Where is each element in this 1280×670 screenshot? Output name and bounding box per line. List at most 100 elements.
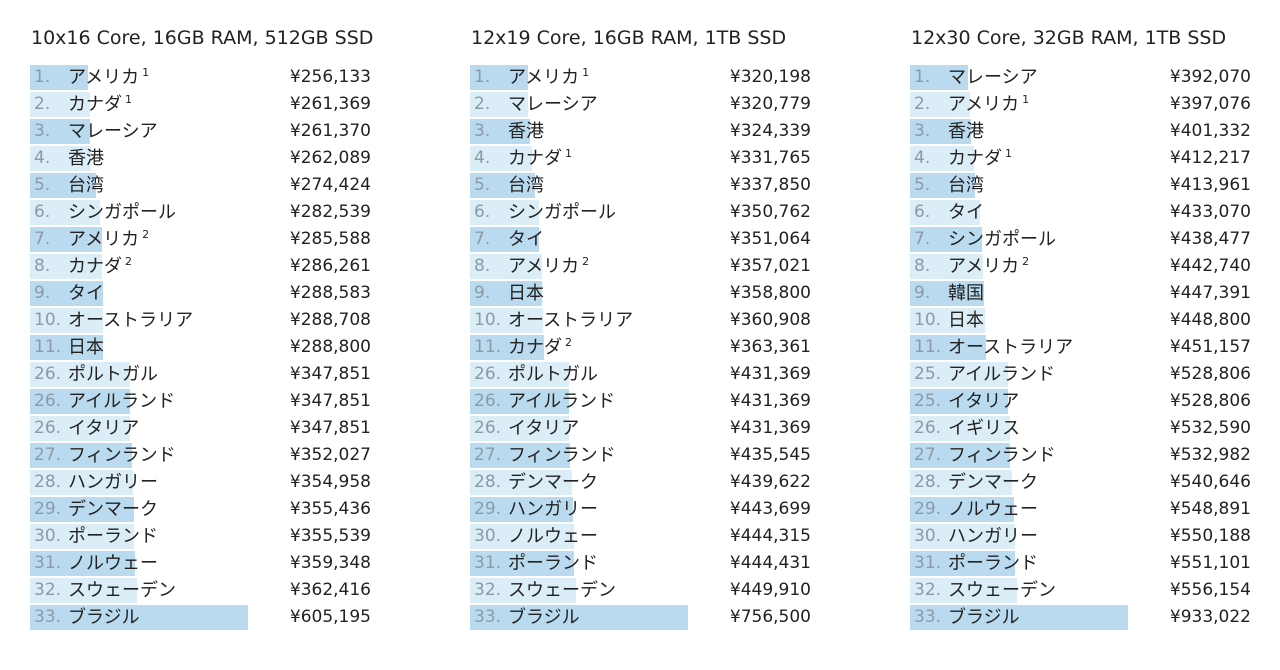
country-label: 香港	[508, 118, 544, 145]
rank-label: 5.	[34, 175, 51, 195]
panel-title: 10x16 Core, 16GB RAM, 512GB SSD	[31, 27, 374, 49]
country-name: スウェーデン	[68, 580, 176, 601]
footnote-marker: 2	[125, 255, 132, 268]
country-name: デンマーク	[508, 472, 598, 493]
price-value: ¥933,022	[1169, 607, 1251, 627]
footnote-marker: 2	[1022, 255, 1030, 268]
country-label: タイ	[948, 199, 984, 226]
rank-label: 10.	[474, 310, 502, 330]
country-label: シンガポール	[68, 199, 176, 226]
country-name: イタリア	[508, 418, 580, 439]
footnote-marker: 1	[1005, 147, 1012, 160]
country-name: 日本	[508, 283, 544, 304]
table-row: 8. アメリカ 2 ¥357,021	[470, 253, 815, 280]
price-bar	[30, 389, 130, 414]
country-label: 台湾	[508, 172, 544, 199]
country-label: スウェーデン	[948, 577, 1056, 604]
price-bar	[30, 308, 103, 333]
rank-label: 26.	[474, 364, 502, 384]
country-name: アメリカ	[68, 67, 140, 88]
price-bar	[910, 146, 974, 171]
table-row: 25. アイルランド ¥528,806	[910, 361, 1255, 388]
price-bar	[30, 443, 132, 468]
footnote-marker: 1	[142, 66, 150, 79]
country-name: ブラジル	[508, 607, 580, 628]
rank-label: 10.	[34, 310, 62, 330]
country-label: フィンランド	[68, 442, 176, 469]
price-bar	[470, 146, 533, 171]
table-row: 6. シンガポール ¥350,762	[470, 199, 815, 226]
panel-title: 12x19 Core, 16GB RAM, 1TB SSD	[471, 27, 787, 49]
price-bar	[470, 578, 576, 603]
price-value: ¥359,348	[289, 553, 371, 573]
price-value: ¥363,361	[729, 337, 811, 357]
price-bar	[30, 551, 136, 576]
price-value: ¥449,910	[729, 580, 811, 600]
price-value: ¥431,369	[729, 364, 811, 384]
rank-label: 11.	[914, 337, 942, 357]
rank-label: 8.	[34, 256, 51, 276]
table-row: 33. ブラジル ¥756,500	[470, 604, 815, 631]
country-label: アメリカ 2	[68, 226, 149, 253]
country-name: 香港	[508, 121, 544, 142]
table-row: 6. タイ ¥433,070	[910, 199, 1255, 226]
price-bar	[470, 416, 569, 441]
ranking-list: 1. マレーシア ¥392,070 2. アメリカ 1 ¥397,076 3. 香港 ¥401,3…	[910, 64, 1255, 631]
country-label: シンガポール	[508, 199, 616, 226]
rank-label: 28.	[914, 472, 942, 492]
rank-label: 28.	[474, 472, 502, 492]
table-row: 27. フィンランド ¥435,545	[470, 442, 815, 469]
table-row: 26. アイルランド ¥431,369	[470, 388, 815, 415]
price-bar	[470, 281, 543, 306]
rank-label: 3.	[914, 121, 931, 141]
country-label: ハンガリー	[948, 523, 1038, 550]
price-bar	[30, 65, 88, 90]
country-name: タイ	[948, 202, 984, 223]
country-label: ブラジル	[948, 604, 1020, 631]
price-value: ¥435,545	[729, 445, 811, 465]
table-row: 29. ハンガリー ¥443,699	[470, 496, 815, 523]
price-value: ¥320,779	[729, 94, 811, 114]
country-name: ブラジル	[68, 607, 140, 628]
country-label: フィンランド	[508, 442, 616, 469]
country-name: イギリス	[948, 418, 1020, 439]
table-row: 26. イタリア ¥431,369	[470, 415, 815, 442]
table-row: 10. オーストラリア ¥288,708	[30, 307, 375, 334]
rank-label: 3.	[474, 121, 491, 141]
country-name: マレーシア	[68, 121, 158, 142]
rank-label: 2.	[474, 94, 491, 114]
price-bar	[910, 470, 1012, 495]
price-bar	[910, 254, 983, 279]
price-value: ¥431,369	[729, 391, 811, 411]
country-label: ハンガリー	[508, 496, 598, 523]
price-bar	[470, 389, 569, 414]
price-value: ¥324,339	[729, 121, 811, 141]
price-value: ¥439,622	[729, 472, 811, 492]
country-label: マレーシア	[508, 91, 598, 118]
table-row: 10. オーストラリア ¥360,908	[470, 307, 815, 334]
price-value: ¥442,740	[1169, 256, 1251, 276]
rank-label: 30.	[914, 526, 942, 546]
price-value: ¥550,188	[1169, 526, 1251, 546]
rank-label: 1.	[34, 67, 51, 87]
price-bar	[30, 281, 103, 306]
table-row: 27. フィンランド ¥532,982	[910, 442, 1255, 469]
table-row: 9. 韓国 ¥447,391	[910, 280, 1255, 307]
price-bar	[910, 335, 986, 360]
table-row: 30. ポーランド ¥355,539	[30, 523, 375, 550]
country-name: カナダ	[68, 94, 122, 115]
country-label: カナダ 1	[68, 91, 132, 118]
price-value: ¥444,315	[729, 526, 811, 546]
price-value: ¥433,070	[1169, 202, 1251, 222]
price-value: ¥274,424	[289, 175, 371, 195]
country-label: ノルウェー	[508, 523, 598, 550]
table-row: 4. 香港 ¥262,089	[30, 145, 375, 172]
footnote-marker: 1	[565, 147, 572, 160]
rank-label: 4.	[34, 148, 51, 168]
rank-label: 25.	[914, 391, 942, 411]
country-label: アメリカ 2	[948, 253, 1029, 280]
price-panel: 12x19 Core, 16GB RAM, 1TB SSD 1. アメリカ 1 ¥32…	[470, 22, 815, 631]
price-value: ¥756,500	[729, 607, 811, 627]
country-label: デンマーク	[948, 469, 1038, 496]
rank-label: 29.	[914, 499, 942, 519]
